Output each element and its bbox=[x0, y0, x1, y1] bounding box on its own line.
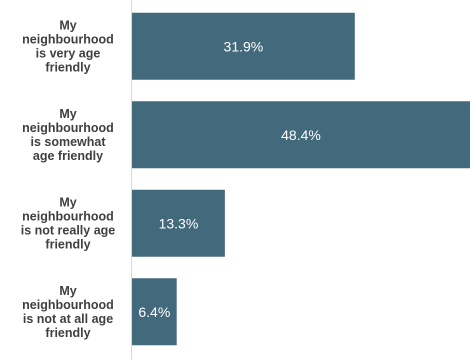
value-label-2: 48.4% bbox=[281, 127, 321, 143]
bars-group bbox=[132, 12, 470, 346]
category-label-line: is somewhat bbox=[30, 135, 106, 149]
category-label-line: My bbox=[59, 107, 76, 121]
category-label-line: neighbourhood bbox=[22, 298, 114, 312]
value-labels-group: 31.9% 48.4% 13.3% 6.4% bbox=[138, 38, 320, 320]
value-label-1: 31.9% bbox=[224, 38, 264, 54]
category-label-line: is very age bbox=[36, 46, 101, 60]
category-label-line: friendly bbox=[45, 237, 90, 251]
category-label-2: My neighbourhood is somewhat age friendly bbox=[22, 107, 114, 163]
category-label-line: My bbox=[59, 18, 76, 32]
category-label-line: My bbox=[59, 195, 76, 209]
category-label-line: neighbourhood bbox=[22, 32, 114, 46]
category-label-line: neighbourhood bbox=[22, 209, 114, 223]
value-label-4: 6.4% bbox=[138, 304, 170, 320]
category-label-line: is not at all age bbox=[23, 312, 113, 326]
bar-3 bbox=[132, 189, 225, 257]
category-label-line: is not really age bbox=[21, 223, 116, 237]
bar-2 bbox=[132, 101, 470, 169]
category-label-1: My neighbourhood is very age friendly bbox=[22, 18, 114, 74]
category-label-3: My neighbourhood is not really age friendly bbox=[21, 195, 116, 251]
category-label-line: My bbox=[59, 284, 76, 298]
bar-1 bbox=[132, 12, 355, 80]
category-label-line: neighbourhood bbox=[22, 121, 114, 135]
value-label-3: 13.3% bbox=[159, 215, 199, 231]
category-label-line: friendly bbox=[45, 60, 90, 74]
category-label-line: friendly bbox=[45, 326, 90, 340]
category-label-4: My neighbourhood is not at all age friendly bbox=[22, 284, 114, 340]
category-label-line: age friendly bbox=[33, 149, 103, 163]
bar-4 bbox=[132, 278, 177, 346]
